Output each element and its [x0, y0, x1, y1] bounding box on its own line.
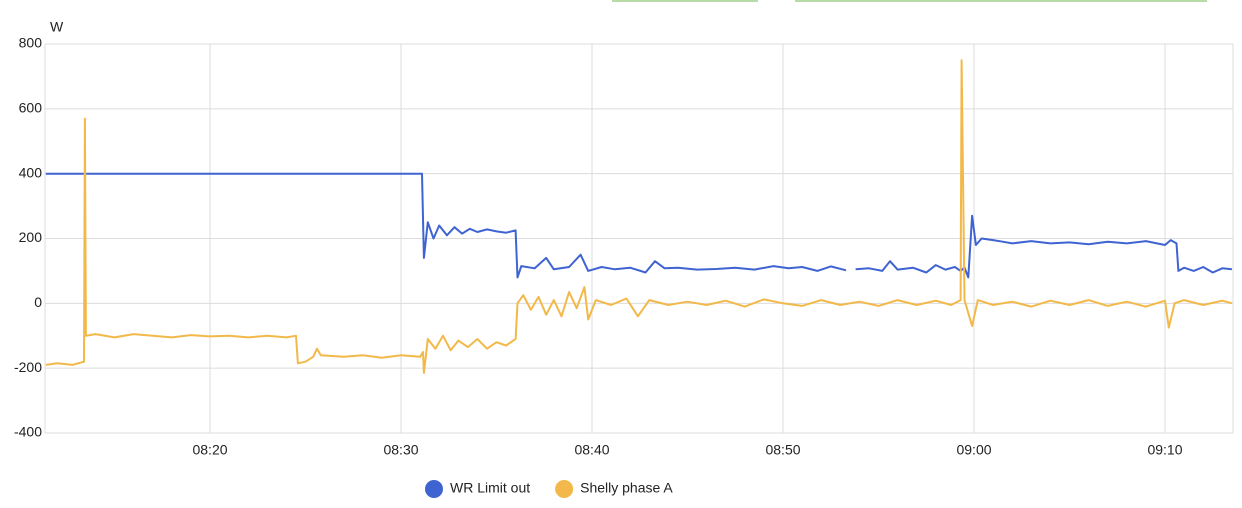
legend-swatch — [555, 480, 574, 498]
x-tick-label: 08:50 — [765, 442, 800, 458]
y-tick-label: 800 — [19, 35, 43, 51]
x-tick-label: 08:40 — [574, 442, 609, 458]
x-tick-label: 09:00 — [956, 442, 991, 458]
y-tick-label: -400 — [14, 424, 42, 440]
legend-label: WR Limit out — [450, 480, 530, 496]
y-axis-label: W — [50, 19, 64, 35]
series-line — [45, 59, 1233, 374]
y-tick-label: 600 — [19, 100, 43, 116]
x-tick-label: 09:10 — [1147, 442, 1182, 458]
y-tick-label: 200 — [19, 229, 43, 245]
series-line — [45, 172, 1233, 279]
legend-swatch — [425, 480, 443, 498]
legend-label: Shelly phase A — [580, 480, 673, 496]
x-tick-label: 08:30 — [383, 442, 418, 458]
x-tick-label: 08:20 — [192, 442, 227, 458]
y-tick-label: -200 — [14, 359, 42, 375]
y-tick-label: 0 — [34, 294, 42, 310]
legend: WR Limit out Shelly phase A — [425, 480, 673, 498]
y-tick-label: 400 — [19, 164, 43, 180]
